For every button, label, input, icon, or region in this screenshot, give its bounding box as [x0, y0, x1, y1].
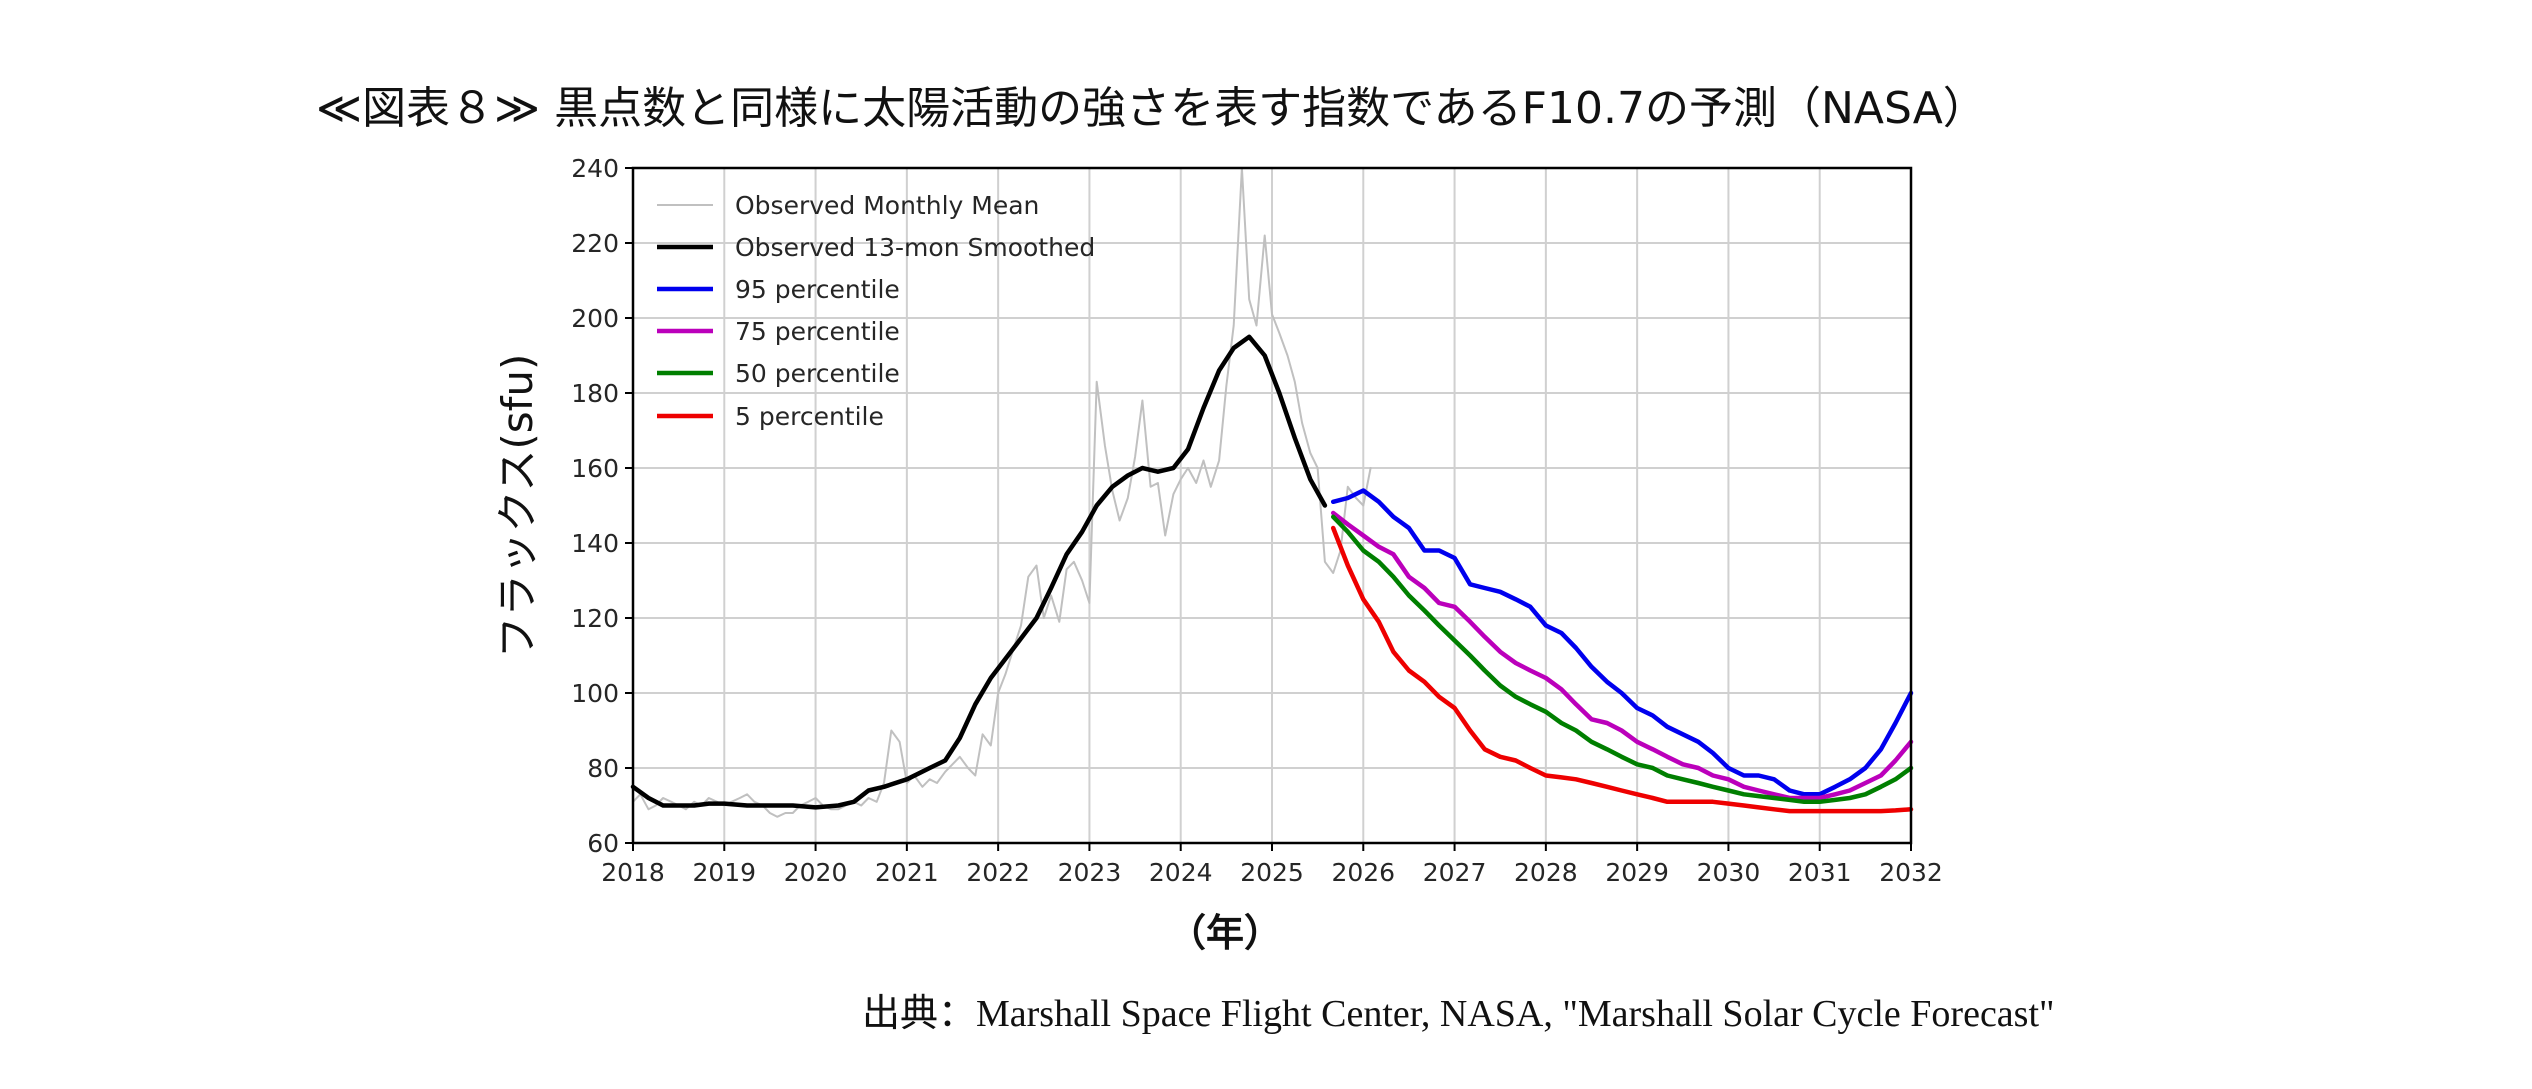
y-tick-label: 80: [587, 754, 619, 783]
grid: [632, 167, 1912, 844]
series-line-5-percentile: [1330, 525, 1914, 814]
legend: Observed Monthly Mean Observed 13-mon Smo…: [657, 191, 1095, 431]
y-tick-label: 240: [571, 154, 619, 183]
series-line-75-percentile: [1330, 510, 1914, 801]
x-tick-label: 2032: [1879, 858, 1943, 887]
x-tick-label: 2021: [875, 858, 939, 887]
y-tick-label: 220: [571, 229, 619, 258]
x-tick-label: 2030: [1697, 858, 1761, 887]
x-tick-label: 2027: [1423, 858, 1487, 887]
series-line-observed-13-mon-smoothed: [630, 334, 1328, 810]
y-tick-label: 100: [571, 679, 619, 708]
x-tick-label: 2019: [692, 858, 756, 887]
y-tick-label: 200: [571, 304, 619, 333]
legend-label: Observed 13-mon Smoothed: [735, 233, 1095, 262]
legend-label: 75 percentile: [735, 317, 900, 346]
legend-item-95-percentile: 95 percentile: [657, 275, 900, 304]
x-tick-label: 2028: [1514, 858, 1578, 887]
x-tick-label: 2031: [1788, 858, 1852, 887]
legend-item-50-percentile: 50 percentile: [657, 359, 900, 388]
y-axis-label: フラックス(sfu): [493, 354, 542, 659]
ticks: 2018 2019 2020 2021 2022 2023 2024 2025 2026 2027…: [571, 154, 1943, 887]
x-axis-label: （年）: [1168, 911, 1282, 955]
x-tick-label: 2020: [784, 858, 848, 887]
x-tick-label: 2029: [1605, 858, 1669, 887]
y-tick-label: 60: [587, 829, 619, 858]
y-tick-label: 120: [571, 604, 619, 633]
series-line-50-percentile: [1330, 514, 1914, 805]
y-tick-label: 140: [571, 529, 619, 558]
y-tick-label: 180: [571, 379, 619, 408]
series-line-95-percentile: [1330, 488, 1914, 797]
legend-item-75-percentile: 75 percentile: [657, 317, 900, 346]
legend-label: 50 percentile: [735, 359, 900, 388]
x-tick-label: 2024: [1149, 858, 1213, 887]
legend-item-observed-13-mon-smoothed: Observed 13-mon Smoothed: [657, 233, 1095, 262]
x-tick-label: 2026: [1331, 858, 1395, 887]
figure-title: ≪図表８≫ 黒点数と同様に太陽活動の強さを表す指数であるF10.7の予測（NAS…: [316, 83, 1987, 134]
legend-label: 95 percentile: [735, 275, 900, 304]
series-group: [630, 167, 1914, 818]
x-tick-label: 2025: [1240, 858, 1304, 887]
legend-item-5-percentile: 5 percentile: [657, 402, 884, 431]
x-tick-label: 2018: [601, 858, 665, 887]
legend-item-observed-monthly-mean: Observed Monthly Mean: [657, 191, 1039, 220]
x-tick-label: 2023: [1058, 858, 1122, 887]
source-citation: 出典：Marshall Space Flight Center, NASA, "…: [862, 993, 2055, 1035]
x-tick-label: 2022: [966, 858, 1030, 887]
y-tick-label: 160: [571, 454, 619, 483]
legend-label: Observed Monthly Mean: [735, 191, 1039, 220]
series-line-observed-monthly-mean: [632, 167, 1372, 818]
legend-label: 5 percentile: [735, 402, 884, 431]
